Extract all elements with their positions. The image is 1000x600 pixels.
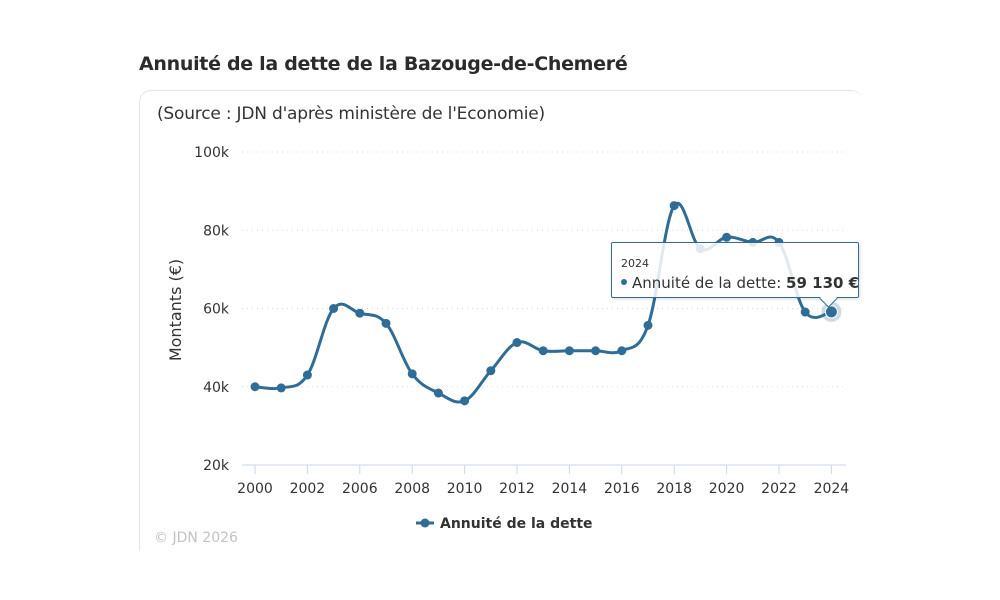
y-tick-label: 20k [203, 458, 230, 474]
data-point[interactable] [302, 370, 312, 380]
y-tick-label: 80k [203, 223, 230, 239]
tooltip: 2024 Annuité de la dette: 59 130 € [611, 242, 859, 308]
data-point[interactable] [381, 318, 391, 328]
data-point[interactable] [486, 366, 496, 376]
data-point[interactable] [460, 396, 470, 406]
data-point[interactable] [800, 307, 810, 317]
data-point[interactable] [407, 369, 417, 379]
x-tick-label: 2020 [709, 481, 745, 497]
tooltip-line: Annuité de la dette: 59 130 € [621, 274, 859, 292]
x-tick-label: 2018 [656, 481, 692, 497]
data-point[interactable] [512, 338, 522, 348]
chart-card [139, 90, 862, 551]
series-annuite [250, 201, 842, 406]
tooltip-series-dot-icon [621, 278, 627, 285]
series-line [254, 201, 832, 404]
x-tick-label: 2002 [290, 481, 326, 497]
chart-source: (Source : JDN d'après ministère de l'Eco… [157, 104, 545, 124]
legend[interactable]: Annuité de la dette [416, 516, 593, 532]
x-tick-label: 2012 [499, 481, 535, 497]
legend-label[interactable]: Annuité de la dette [440, 516, 593, 532]
y-tick-label: 40k [203, 380, 230, 396]
copyright: © JDN 2026 [154, 530, 238, 546]
x-tick-label: 2006 [342, 481, 378, 497]
y-tick-label: 100k [194, 145, 230, 161]
x-tick-label: 2014 [552, 481, 588, 497]
data-point[interactable] [433, 388, 443, 398]
data-point[interactable] [564, 346, 574, 356]
x-tick-label: 2016 [604, 481, 640, 497]
tooltip-label: Annuité de la dette: [632, 274, 787, 292]
y-tick-label: 60k [203, 302, 230, 318]
x-tick-label: 2008 [394, 481, 430, 497]
y-axis-ticks: 20k 40k 60k 80k 100k [194, 145, 230, 474]
page-title: Annuité de la dette de la Bazouge-de-Che… [139, 53, 628, 75]
x-tick-label: 2024 [814, 481, 850, 497]
data-point[interactable] [669, 201, 679, 211]
x-axis: 2000 2002 2006 2008 2010 2012 2014 2016 2018 2020… [237, 464, 850, 497]
x-tick-label: 2000 [237, 481, 273, 497]
x-tick-label: 2010 [447, 481, 483, 497]
data-point[interactable] [617, 346, 627, 356]
data-point[interactable] [643, 320, 653, 330]
tooltip-year: 2024 [621, 257, 649, 270]
tooltip-value: 59 130 € [786, 274, 860, 292]
data-point[interactable] [329, 304, 339, 313]
data-point[interactable] [276, 383, 286, 393]
grid-lines [242, 151, 846, 388]
data-point[interactable] [722, 232, 732, 242]
data-point[interactable] [824, 305, 838, 319]
data-point[interactable] [355, 308, 365, 318]
data-point[interactable] [250, 382, 260, 392]
data-point[interactable] [538, 346, 548, 356]
x-tick-label: 2022 [761, 481, 797, 497]
legend-marker-icon [420, 518, 430, 528]
y-axis-label: Montants (€) [166, 259, 185, 361]
data-point[interactable] [591, 346, 601, 356]
